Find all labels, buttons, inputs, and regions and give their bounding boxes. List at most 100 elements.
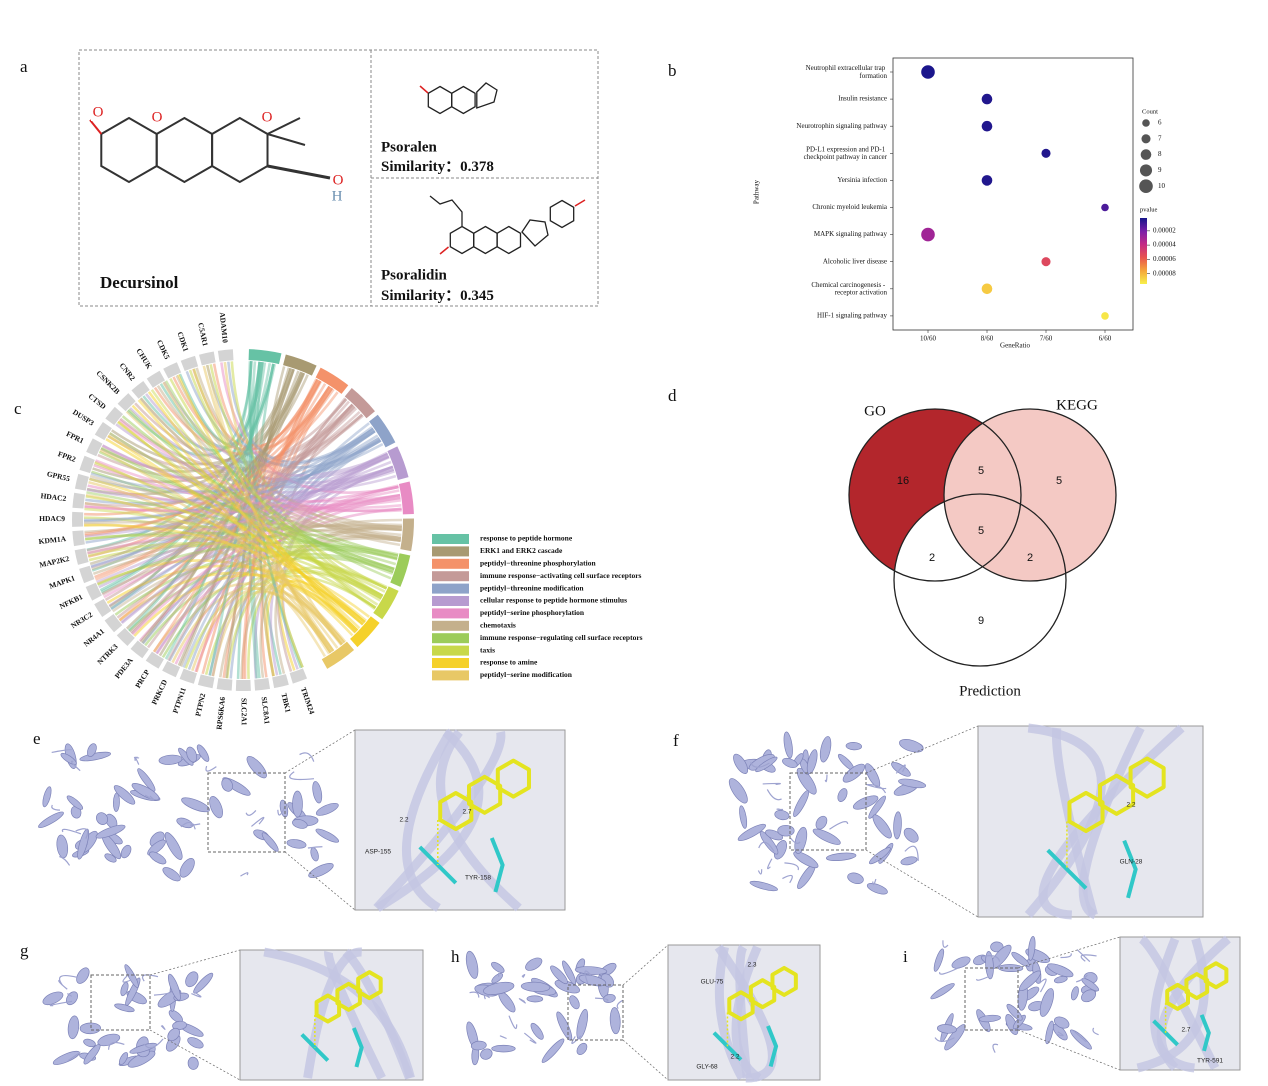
atom-label: O	[152, 109, 163, 125]
helix	[554, 979, 580, 994]
dot	[1041, 257, 1051, 267]
loop	[49, 1000, 73, 1007]
chord	[182, 422, 370, 668]
chord	[99, 449, 343, 646]
panel-label: f	[673, 731, 679, 750]
loop	[571, 1035, 582, 1045]
chord	[172, 376, 322, 451]
helix	[794, 826, 808, 854]
chord	[162, 381, 335, 652]
chord	[84, 391, 339, 536]
loop	[277, 806, 286, 816]
residue	[1122, 839, 1138, 899]
residue-label: 2.3	[747, 962, 756, 969]
loop	[767, 858, 773, 870]
residue	[1046, 848, 1088, 890]
helix	[67, 1015, 80, 1040]
chord	[169, 377, 388, 590]
ring	[449, 225, 475, 255]
gene-label: NR3C2	[69, 610, 94, 630]
term-arc	[350, 616, 380, 648]
focus-box	[90, 974, 151, 1031]
gene-arc	[272, 674, 289, 689]
helix	[79, 1022, 101, 1035]
gene-arc	[216, 678, 233, 691]
helix	[286, 839, 307, 849]
gene-label: NR4A1	[82, 627, 106, 649]
chord	[133, 573, 364, 637]
loop	[205, 765, 217, 772]
panel-label: a	[20, 57, 28, 76]
zoom-line	[149, 1029, 241, 1081]
panel-label: c	[14, 399, 22, 418]
chord	[95, 459, 402, 510]
chord	[84, 534, 383, 600]
gene-label: FPR1	[65, 429, 86, 445]
gene-arc	[289, 668, 308, 684]
loop	[1092, 1027, 1099, 1036]
loop	[1075, 974, 1088, 983]
helix	[42, 991, 64, 1006]
helix	[131, 783, 160, 801]
x-axis-title: GeneRatio	[1000, 342, 1030, 350]
helix	[990, 941, 1004, 953]
zoom-line	[865, 725, 979, 774]
helix	[308, 863, 334, 878]
chord	[120, 456, 390, 624]
helix	[1053, 975, 1068, 984]
gene-arc	[94, 421, 112, 441]
legend-label: ERK1 and ERK2 cascade	[480, 546, 563, 555]
helix	[733, 753, 749, 774]
chord	[247, 361, 304, 668]
helix	[845, 742, 862, 751]
helix	[609, 1007, 621, 1035]
ring	[473, 225, 498, 255]
legend-label: response to amine	[480, 658, 538, 667]
loop	[51, 749, 73, 753]
helix	[1039, 988, 1054, 1017]
gene-arc	[235, 679, 251, 691]
chord	[88, 544, 388, 590]
helix	[793, 790, 810, 817]
residue	[489, 837, 505, 893]
chord	[84, 499, 401, 514]
helix	[77, 828, 90, 860]
backbone	[1136, 937, 1209, 1073]
chord	[103, 489, 400, 599]
helix	[819, 736, 832, 763]
gene-arc	[146, 370, 165, 388]
chord	[144, 548, 398, 647]
legend-label: response to peptide hormone	[480, 534, 573, 543]
helix	[52, 1050, 80, 1065]
helix	[465, 950, 479, 979]
gene-arc	[72, 511, 84, 527]
set-label: GO	[864, 403, 886, 419]
ligand	[1067, 790, 1105, 834]
helix	[186, 746, 198, 763]
helix	[936, 1024, 957, 1034]
legend-label: cellular response to peptide hormone sti…	[480, 596, 627, 605]
loop	[153, 991, 173, 996]
gene-arc	[217, 349, 234, 362]
dot	[981, 175, 993, 186]
helix	[777, 824, 795, 837]
legend-swatch	[432, 571, 469, 582]
loop	[70, 760, 81, 772]
hit-name: Psoralen	[381, 139, 437, 155]
y-tick-label: Chemical carcinogenesis - receptor activ…	[811, 281, 887, 297]
gene-label: CDK5	[155, 338, 172, 361]
gene-label: HDAC9	[39, 514, 65, 523]
chord	[179, 368, 295, 667]
loop	[1076, 949, 1091, 962]
similarity-label: Similarity：	[381, 288, 460, 304]
chord	[141, 426, 373, 645]
helix	[1054, 1016, 1070, 1029]
color-legend-title: pvalue	[1140, 206, 1157, 213]
loop	[134, 756, 140, 765]
x-tick-label: 8/60	[981, 335, 994, 343]
gene-arc	[104, 614, 123, 633]
helix	[292, 819, 308, 829]
chord	[223, 361, 343, 646]
chord	[108, 432, 401, 542]
gene-arc	[105, 406, 124, 426]
